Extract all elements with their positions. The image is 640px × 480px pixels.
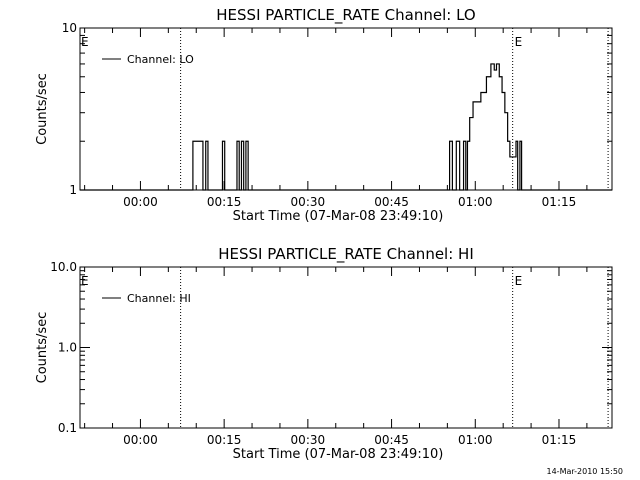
y-tick-label: 10	[62, 21, 77, 35]
y-axis-label: Counts/sec	[35, 73, 50, 145]
x-tick-label: 00:30	[291, 195, 326, 209]
y-tick-label: 10.0	[50, 260, 77, 274]
x-tick-label: 01:15	[542, 195, 577, 209]
legend-label: Channel: HI	[127, 292, 191, 305]
marker-label: E	[515, 274, 523, 288]
footer-timestamp: 14-Mar-2010 15:50	[547, 467, 624, 476]
y-tick-label: 1	[69, 183, 77, 197]
x-tick-label: 01:15	[542, 433, 577, 447]
marker-label: E	[81, 35, 89, 49]
y-tick-label: 0.1	[58, 421, 77, 435]
marker-label: E	[515, 35, 523, 49]
x-tick-label: 00:45	[374, 195, 409, 209]
x-tick-label: 00:15	[207, 195, 242, 209]
chart-title: HESSI PARTICLE_RATE Channel: LO	[216, 6, 475, 25]
x-axis-label: Start Time (07-Mar-08 23:49:10)	[233, 447, 444, 462]
legend-label: Channel: LO	[127, 53, 194, 66]
x-tick-label: 01:00	[458, 433, 493, 447]
x-tick-label: 00:15	[207, 433, 242, 447]
series-line	[80, 63, 612, 191]
x-tick-label: 00:00	[123, 195, 158, 209]
x-tick-label: 00:30	[291, 433, 326, 447]
x-axis-label: Start Time (07-Mar-08 23:49:10)	[233, 209, 444, 224]
x-tick-label: 00:45	[374, 433, 409, 447]
y-tick-label: 1.0	[58, 341, 77, 355]
chart-title: HESSI PARTICLE_RATE Channel: HI	[218, 245, 474, 264]
chart-panel-1: HESSI PARTICLE_RATE Channel: LO 00:00 00:1…	[35, 6, 613, 224]
y-axis-label: Counts/sec	[35, 312, 50, 384]
marker-label: E	[81, 274, 89, 288]
x-tick-label: 01:00	[458, 195, 493, 209]
x-tick-label: 00:00	[123, 433, 158, 447]
chart-panel-2: HESSI PARTICLE_RATE Channel: HI 00:00 00:1…	[35, 245, 613, 462]
